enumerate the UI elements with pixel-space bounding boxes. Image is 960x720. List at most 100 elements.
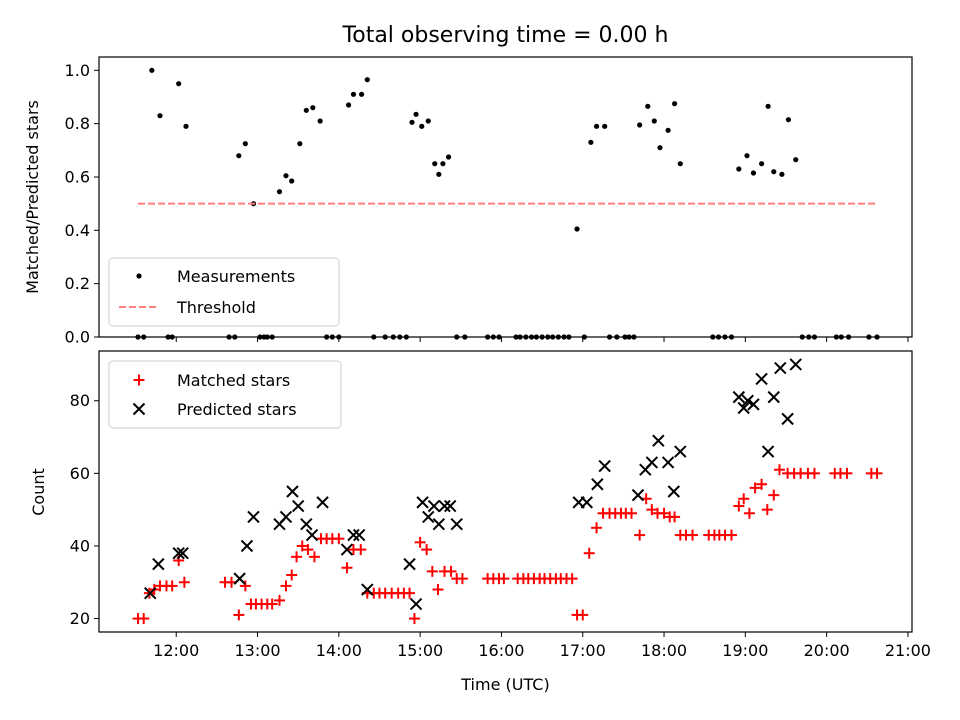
- matched-stars-point: [239, 580, 251, 592]
- x-tick-label: 13:00: [234, 641, 280, 660]
- predicted-stars-point: [422, 510, 435, 524]
- matched-stars-point: [178, 576, 190, 588]
- predicted-stars-point: [580, 496, 594, 509]
- measurements-point: [317, 118, 323, 124]
- matched-stars-point: [280, 580, 292, 592]
- bottom-y-axis-label: Count: [29, 468, 48, 516]
- matched-stars-point: [233, 609, 245, 621]
- predicted-stars-point: [661, 456, 675, 469]
- predicted-stars-point: [316, 496, 329, 509]
- top-y-tick-label: 0.2: [65, 274, 90, 293]
- predicted-stars-point: [789, 358, 802, 371]
- matched-stars-point: [749, 482, 761, 494]
- chart-title: Total observing time = 0.00 h: [342, 23, 669, 48]
- matched-stars-point: [266, 598, 278, 610]
- measurements-point: [651, 118, 657, 124]
- bottom-x-ticks: 12:00 13:00 14:00 15:00 16:00 17:00 18:00 19:00…: [153, 632, 931, 660]
- matched-stars-point: [646, 504, 658, 516]
- predicted-stars-point: [767, 390, 780, 404]
- matched-stars-point: [773, 464, 785, 476]
- top-y-tick-label: 0.0: [65, 328, 90, 347]
- predicted-stars-point: [300, 517, 313, 531]
- bottom-y-tick-label: 80: [70, 391, 90, 410]
- measurements-point: [236, 153, 242, 159]
- top-axes-frame: [98, 56, 913, 338]
- measurements-point: [289, 178, 295, 184]
- measurements-point: [176, 81, 182, 87]
- measurements-point: [736, 166, 742, 172]
- bottom-axes-frame: [98, 350, 913, 633]
- matched-stars-point: [498, 573, 510, 585]
- predicted-stars-point: [674, 445, 687, 458]
- measurements-point: [588, 139, 594, 145]
- matched-stars-point: [273, 594, 285, 606]
- measurements-point: [303, 107, 309, 113]
- measurements-point: [779, 171, 785, 177]
- matched-stars-point: [726, 529, 738, 541]
- x-tick-label: 21:00: [885, 641, 931, 660]
- matched-stars-point: [296, 540, 308, 552]
- measurements-point: [419, 123, 425, 129]
- measurements-point: [593, 123, 600, 129]
- matched-stars-point: [658, 507, 670, 519]
- predicted-stars-point: [747, 398, 760, 411]
- measurements-point: [602, 123, 608, 129]
- matched-stars-point: [591, 522, 603, 534]
- matched-stars-point: [421, 544, 433, 556]
- matched-stars-point: [333, 533, 345, 545]
- matched-stars-point: [426, 565, 438, 577]
- x-tick-label: 18:00: [641, 641, 687, 660]
- top-panel: Total observing time = 0.00 h 0.00.20.40…: [23, 23, 913, 347]
- predicted-stars-point: [176, 547, 189, 560]
- measurements-point: [637, 122, 643, 128]
- measurements-point: [432, 161, 438, 167]
- predicted-stars-point: [240, 539, 254, 553]
- legend-label-predicted-stars: Predicted stars: [177, 400, 297, 419]
- x-tick-label: 16:00: [478, 641, 524, 660]
- legend-label-measurements: Measurements: [177, 267, 295, 286]
- top-y-axis-label: Matched/Predicted stars: [23, 100, 42, 294]
- matched-stars-point: [566, 573, 578, 585]
- top-legend: Measurements Threshold: [108, 257, 340, 327]
- bottom-plot-area: [132, 358, 883, 625]
- legend-marker-predicted-stars: [132, 402, 146, 416]
- measurements-point: [771, 169, 777, 175]
- predicted-stars-point: [427, 499, 441, 513]
- predicted-stars-point: [347, 528, 360, 542]
- predicted-stars-point: [631, 488, 645, 502]
- predicted-stars-point: [432, 517, 446, 531]
- x-tick-label: 15:00: [397, 641, 443, 660]
- legend-marker-matched-stars: [133, 374, 145, 386]
- predicted-stars-point: [755, 372, 768, 386]
- measurements-point: [276, 189, 283, 195]
- matched-stars-point: [626, 507, 638, 519]
- top-y-tick-label: 0.4: [65, 221, 90, 240]
- top-y-ticks: 0.0 0.2 0.4 0.6 0.8 1.0: [65, 61, 99, 347]
- measurements-point: [785, 117, 792, 123]
- matched-stars-point: [756, 478, 768, 490]
- top-plot-area: [135, 67, 880, 340]
- top-x-ticks: [175, 337, 909, 342]
- measurements-point: [358, 91, 365, 97]
- measurements-point: [409, 119, 415, 125]
- x-tick-label: 17:00: [560, 641, 606, 660]
- predicted-stars-point: [352, 528, 366, 542]
- measurements-point: [183, 123, 189, 129]
- predicted-stars-point: [340, 543, 354, 556]
- matched-stars-point: [583, 547, 595, 559]
- predicted-stars-point: [416, 496, 429, 509]
- predicted-stars-point: [152, 557, 165, 571]
- matched-stars-point: [733, 500, 745, 512]
- measurements-point: [345, 102, 352, 108]
- measurements-point: [436, 171, 442, 177]
- predicted-stars-point: [305, 528, 319, 542]
- measurements-point: [750, 170, 757, 176]
- predicted-stars-point: [286, 485, 299, 498]
- legend-label-matched-stars: Matched stars: [177, 371, 290, 390]
- measurements-point: [310, 105, 316, 111]
- predicted-stars-point: [781, 412, 794, 426]
- measurements-point: [677, 161, 683, 167]
- bottom-legend-box: [108, 360, 342, 429]
- matched-stars-point: [138, 613, 150, 625]
